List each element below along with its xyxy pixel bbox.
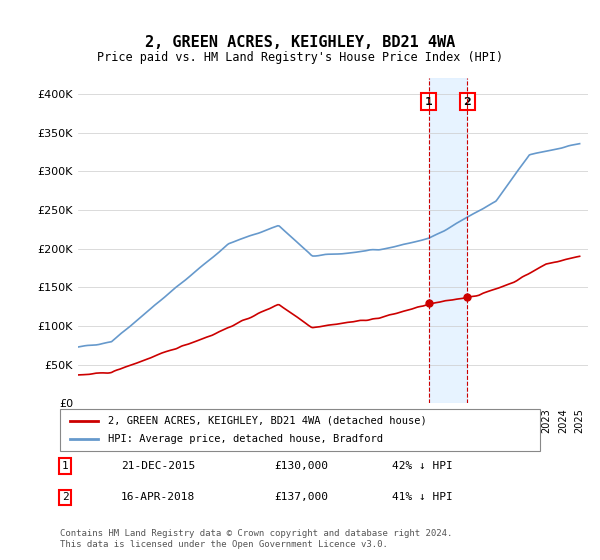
Text: 42% ↓ HPI: 42% ↓ HPI [392,461,452,471]
Text: Price paid vs. HM Land Registry's House Price Index (HPI): Price paid vs. HM Land Registry's House … [97,52,503,64]
Text: Contains HM Land Registry data © Crown copyright and database right 2024.
This d: Contains HM Land Registry data © Crown c… [60,529,452,549]
Text: 41% ↓ HPI: 41% ↓ HPI [392,492,452,502]
FancyBboxPatch shape [60,409,540,451]
Text: 1: 1 [425,97,433,106]
Text: £130,000: £130,000 [274,461,328,471]
Text: 16-APR-2018: 16-APR-2018 [121,492,196,502]
Text: HPI: Average price, detached house, Bradford: HPI: Average price, detached house, Brad… [108,434,383,444]
Text: 2: 2 [464,97,472,106]
Text: 2, GREEN ACRES, KEIGHLEY, BD21 4WA: 2, GREEN ACRES, KEIGHLEY, BD21 4WA [145,35,455,50]
Text: 1: 1 [62,461,68,471]
Text: 2, GREEN ACRES, KEIGHLEY, BD21 4WA (detached house): 2, GREEN ACRES, KEIGHLEY, BD21 4WA (deta… [108,416,427,426]
Text: 21-DEC-2015: 21-DEC-2015 [121,461,196,471]
Bar [428,78,467,403]
Text: £137,000: £137,000 [274,492,328,502]
Text: 2: 2 [62,492,68,502]
